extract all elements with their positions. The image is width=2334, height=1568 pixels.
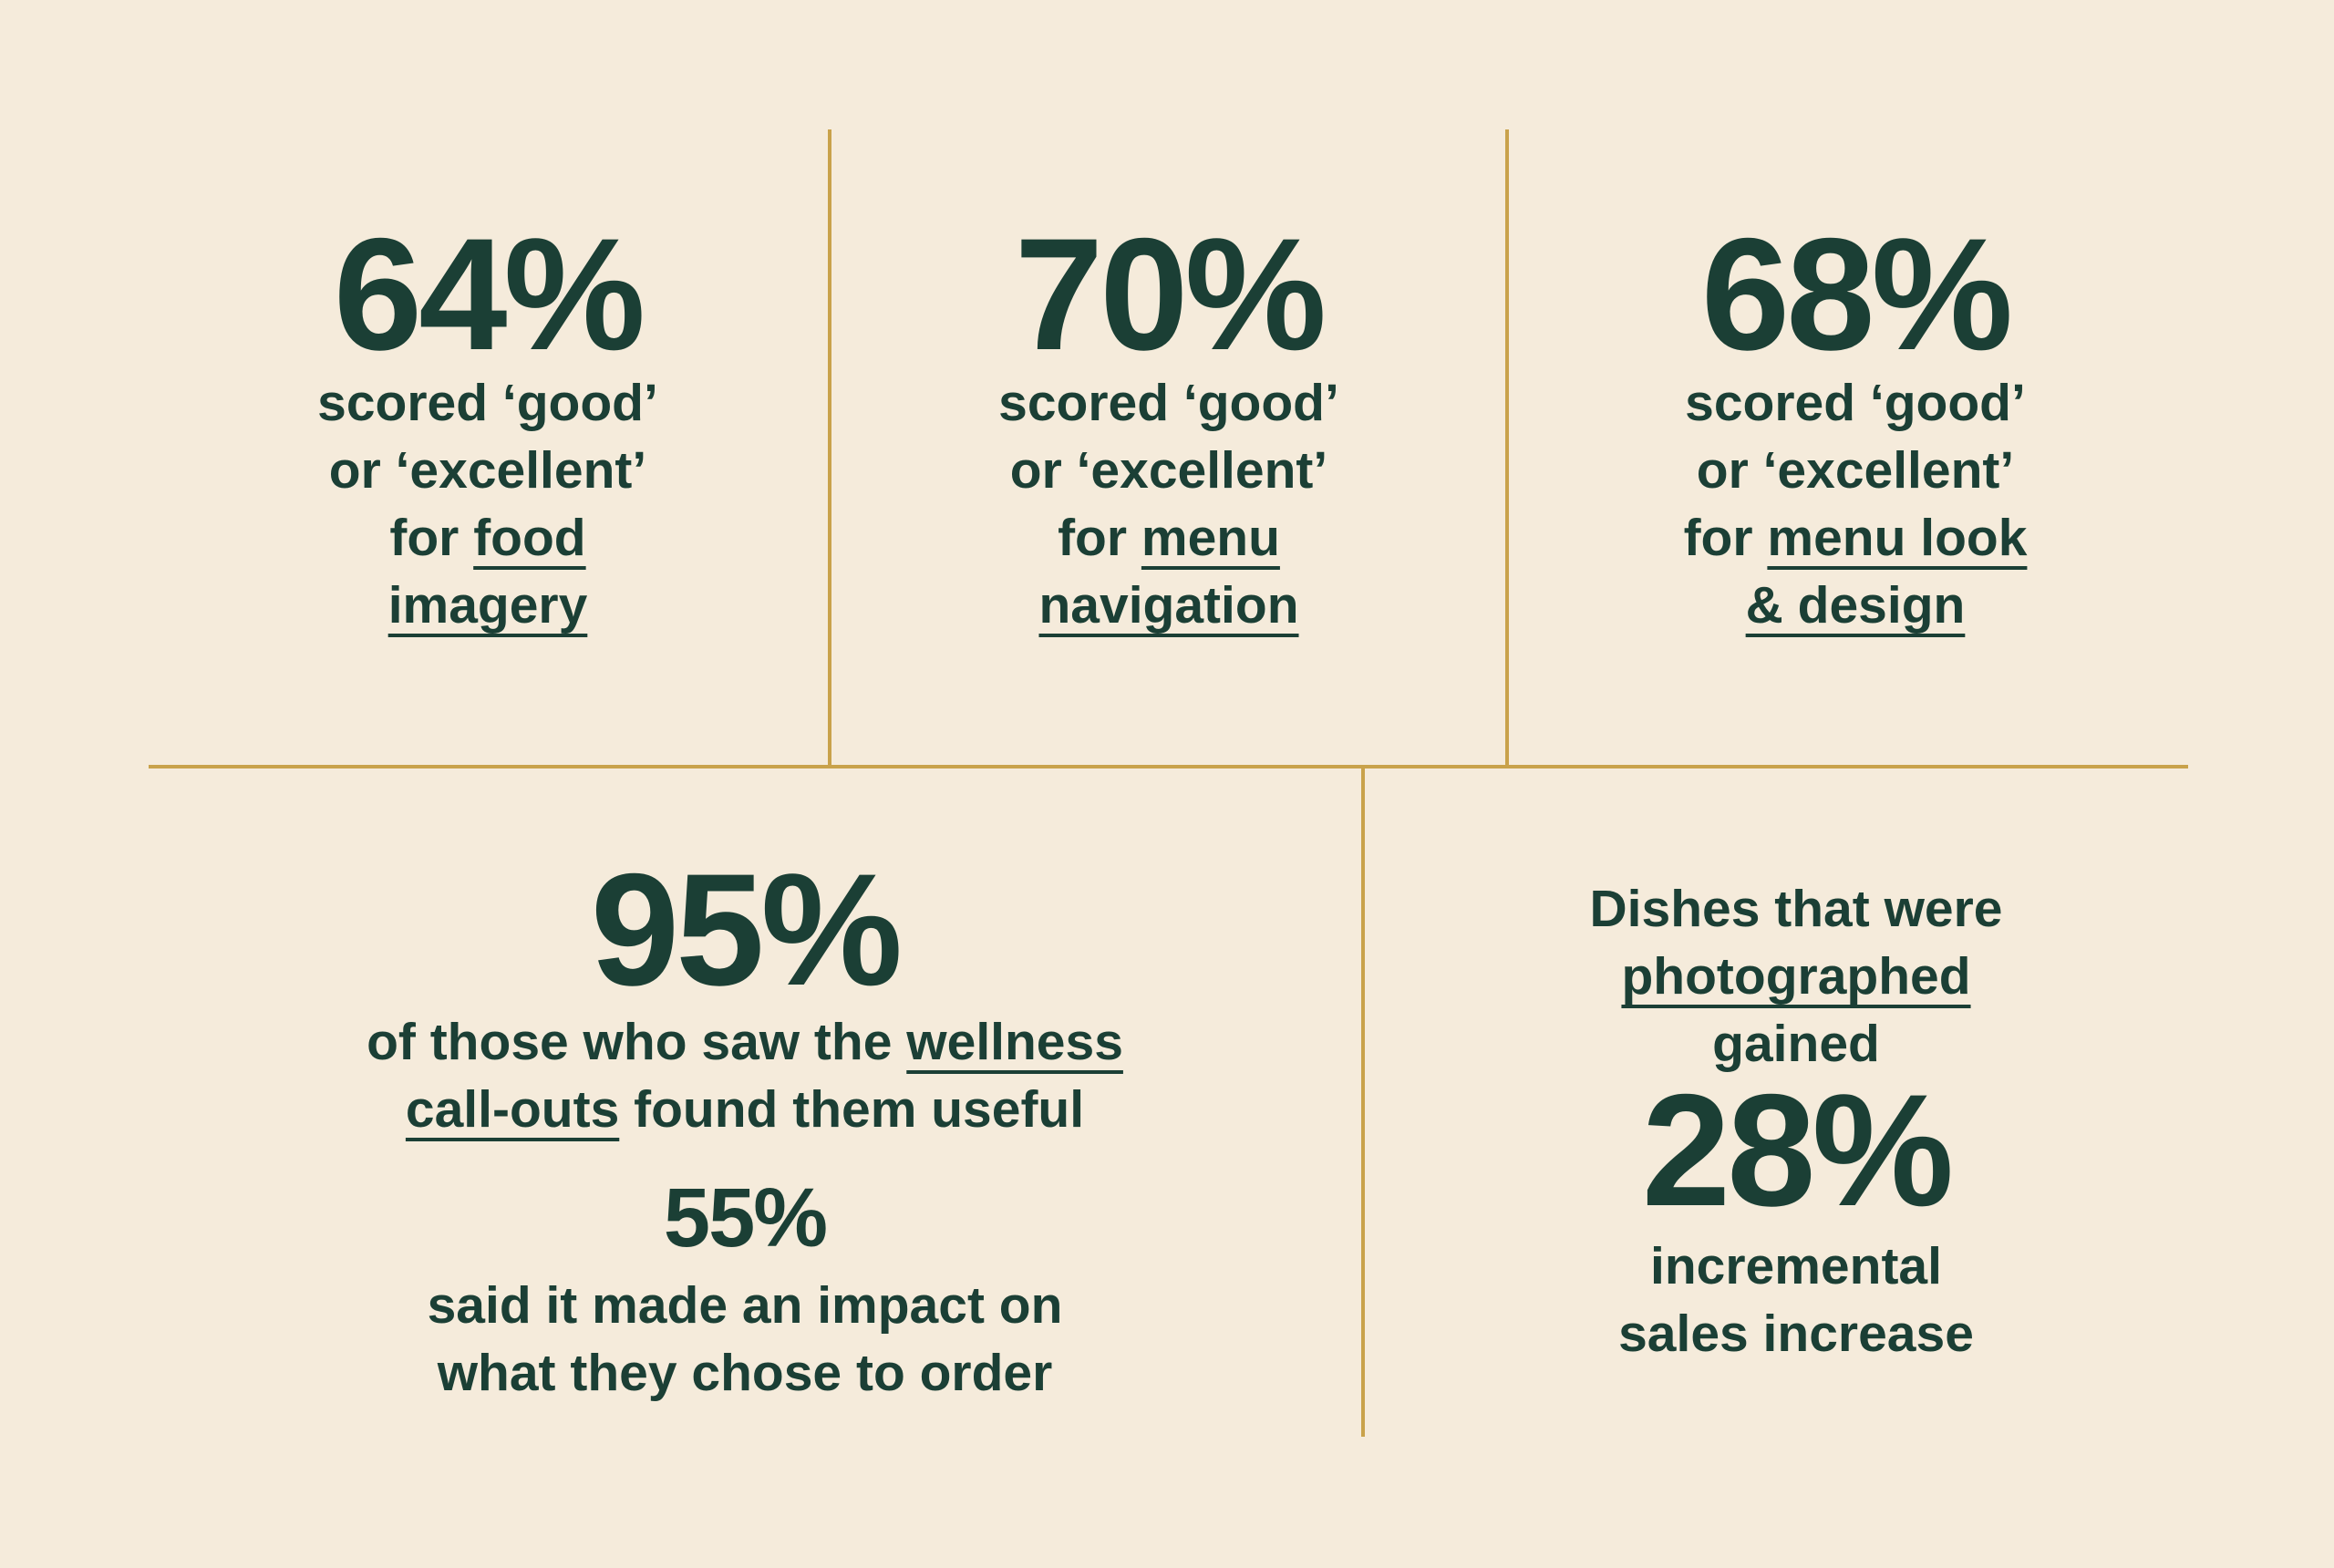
text-line: photographed [1249, 943, 2334, 1010]
text-line: incremental [1650, 1237, 1942, 1295]
stat-menu-navigation-text: scored ‘good’ or ‘excellent’ for menu na… [804, 369, 1534, 639]
text-line: for menu look [1491, 504, 2220, 572]
stat-photographed-intro: Dishes that were photographed gained [1249, 875, 2334, 1078]
text-line: scored ‘good’ [317, 374, 658, 432]
highlight-design: & design [1745, 576, 1966, 634]
text-line: what they chose to order [437, 1344, 1053, 1402]
stat-wellness-value: 95% [590, 841, 903, 1019]
divider-top-right [1505, 129, 1509, 768]
divider-bottom [1361, 767, 1365, 1437]
stat-wellness-text: of those who saw the wellness call-outs … [198, 1008, 1292, 1143]
text-line: of those who saw the wellness [198, 1008, 1292, 1076]
stat-impact-text: said it made an impact on what they chos… [198, 1272, 1292, 1407]
text-line: call-outs found them useful [198, 1076, 1292, 1143]
stat-food-imagery-text: scored ‘good’ or ‘excellent’ for food im… [123, 369, 852, 639]
text-line: scored ‘good’ [998, 374, 1339, 432]
text-line: said it made an impact on [427, 1276, 1063, 1335]
stat-photographed-text: incremental sales increase [1249, 1233, 2334, 1367]
highlight-food: food [473, 509, 586, 567]
divider-horizontal [149, 765, 2188, 769]
stat-menu-design-text: scored ‘good’ or ‘excellent’ for menu lo… [1491, 369, 2220, 639]
text-segment: for [1058, 509, 1141, 567]
text-segment: of those who saw the [367, 1013, 907, 1071]
stat-menu-navigation-value: 70% [1014, 206, 1327, 384]
highlight-imagery: imagery [387, 576, 588, 634]
text-line: & design [1491, 572, 2220, 639]
stat-photographed-value: 28% [1641, 1062, 1954, 1240]
text-line: scored ‘good’ [1685, 374, 2026, 432]
divider-top-left [828, 129, 831, 768]
highlight-menu: menu [1141, 509, 1280, 567]
text-line: Dishes that were [1589, 880, 2003, 938]
highlight-photographed: photographed [1621, 947, 1971, 1006]
text-line: or ‘excellent’ [1009, 441, 1328, 500]
highlight-navigation: navigation [1038, 576, 1299, 634]
highlight-wellness: wellness [906, 1013, 1123, 1071]
text-line: imagery [123, 572, 852, 639]
text-line: for menu [804, 504, 1534, 572]
text-segment: found them useful [619, 1080, 1085, 1139]
highlight-menu-look: menu look [1767, 509, 2028, 567]
text-line: or ‘excellent’ [1696, 441, 2015, 500]
text-line: or ‘excellent’ [328, 441, 647, 500]
stat-impact-value: 55% [663, 1171, 828, 1264]
stat-menu-design-value: 68% [1700, 206, 2013, 384]
text-segment: for [1683, 509, 1768, 567]
highlight-call-outs: call-outs [405, 1080, 620, 1139]
text-line: gained [1712, 1015, 1880, 1073]
text-line: sales increase [1618, 1305, 1974, 1363]
text-segment: for [389, 509, 474, 567]
text-line: for food [123, 504, 852, 572]
stat-food-imagery-value: 64% [333, 206, 645, 384]
text-line: navigation [804, 572, 1534, 639]
